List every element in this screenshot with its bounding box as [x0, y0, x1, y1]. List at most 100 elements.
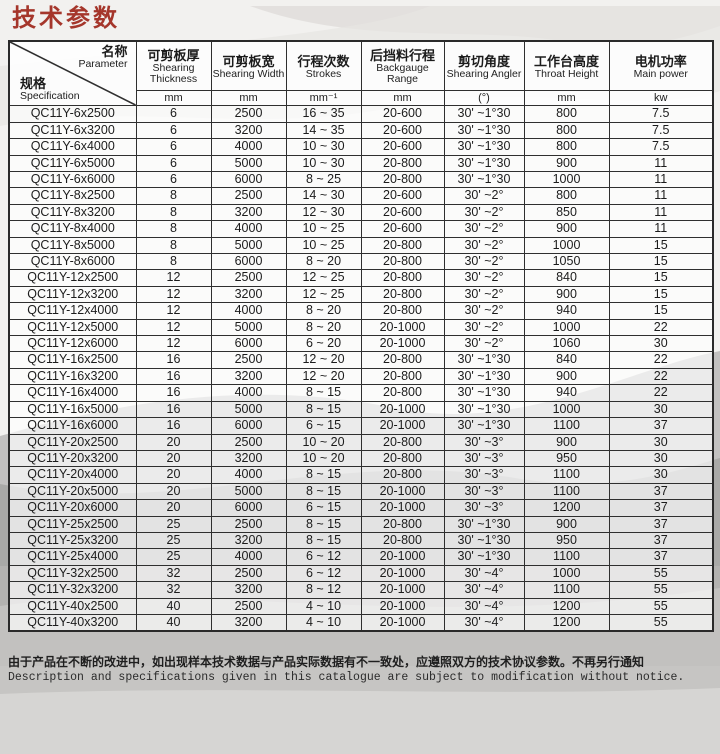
value-cell: 10 ~ 30 [285, 138, 362, 156]
table-row: QC11Y-12x2500 12 2500 12 ~ 25 20-800 30' ~2° 8… [8, 269, 714, 287]
table-row: QC11Y-8x4000 8 4000 10 ~ 25 20-600 30' ~2° 900… [8, 220, 714, 238]
model-cell: QC11Y-32x3200 [8, 581, 137, 599]
corner-cell: 名称 Parameter 规格 Specification [8, 40, 137, 107]
value-cell: 30' ~1°30 [443, 105, 525, 123]
corner-parameter-zh: 名称 [101, 44, 128, 60]
value-cell: 30' ~4° [443, 597, 525, 615]
value-cell: 940 [523, 384, 610, 402]
value-cell: 900 [523, 433, 610, 451]
value-cell: 2500 [210, 351, 287, 369]
column-header-en: Strokes [305, 67, 342, 80]
table-body: QC11Y-6x2500 6 2500 16 ~ 35 20-600 30' ~1°30 8… [8, 105, 714, 632]
column-header-zh: 可剪板厚 [147, 47, 200, 63]
value-cell: 1060 [523, 335, 610, 353]
value-cell: 8 [135, 203, 212, 222]
value-cell: 8 [135, 236, 212, 255]
column-header-zh: 电机功率 [634, 53, 687, 69]
column-header-zh: 行程次数 [297, 53, 350, 69]
footer-text-zh: 由于产品在不断的改进中，如出现样本技术数据与产品实际数据有不一致处，应遵照双方的… [8, 655, 645, 670]
value-cell: 30' ~4° [443, 564, 525, 583]
value-cell: 1000 [523, 171, 610, 189]
value-cell: 30' ~4° [443, 613, 525, 632]
value-cell: 30' ~2° [443, 236, 525, 255]
value-cell: 30' ~1°30 [443, 138, 525, 156]
table-row: QC11Y-8x2500 8 2500 14 ~ 30 20-600 30' ~2° 800… [8, 187, 714, 205]
model-cell: QC11Y-12x2500 [8, 269, 137, 287]
value-cell: 30' ~2° [443, 203, 525, 222]
value-cell: 20-800 [360, 253, 445, 271]
value-cell: 30' ~2° [443, 269, 525, 287]
value-cell: 30 [608, 433, 714, 451]
model-cell: QC11Y-12x6000 [8, 335, 137, 353]
value-cell: 30' ~2° [443, 187, 525, 205]
value-cell: 8 ~ 20 [285, 302, 362, 320]
value-cell: 20-800 [360, 531, 445, 550]
value-cell: 14 ~ 30 [285, 187, 362, 205]
value-cell: 4000 [210, 466, 287, 484]
unit-cell: mm [210, 90, 287, 107]
value-cell: 30' ~1°30 [443, 400, 525, 419]
value-cell: 16 [135, 417, 212, 435]
value-cell: 6000 [210, 253, 287, 271]
value-cell: 900 [523, 367, 610, 386]
value-cell: 16 ~ 35 [285, 105, 362, 123]
value-cell: 20-800 [360, 367, 445, 386]
value-cell: 20-1000 [360, 548, 445, 566]
value-cell: 20-800 [360, 285, 445, 304]
table-row: QC11Y-8x6000 8 6000 8 ~ 20 20-800 30' ~2° 1050… [8, 253, 714, 271]
table-row: QC11Y-16x4000 16 4000 8 ~ 15 20-800 30' ~1°30… [8, 384, 714, 402]
table-row: QC11Y-16x2500 16 2500 12 ~ 20 20-800 30' ~1°3… [8, 351, 714, 369]
value-cell: 900 [523, 154, 610, 173]
value-cell: 12 ~ 20 [285, 351, 362, 369]
value-cell: 7.5 [608, 121, 714, 140]
value-cell: 1100 [523, 466, 610, 484]
model-cell: QC11Y-20x2500 [8, 433, 137, 451]
value-cell: 12 ~ 30 [285, 203, 362, 222]
value-cell: 4 ~ 10 [285, 597, 362, 615]
value-cell: 2500 [210, 105, 287, 123]
table-row: QC11Y-20x5000 20 5000 8 ~ 15 20-1000 30' ~3° 1… [8, 482, 714, 501]
value-cell: 4000 [210, 384, 287, 402]
value-cell: 20-800 [360, 154, 445, 173]
model-cell: QC11Y-6x4000 [8, 138, 137, 156]
value-cell: 12 [135, 335, 212, 353]
value-cell: 2500 [210, 597, 287, 615]
footer-text-en: Description and specifications given in … [8, 671, 685, 685]
value-cell: 30' ~3° [443, 482, 525, 501]
model-cell: QC11Y-25x3200 [8, 531, 137, 550]
table-row: QC11Y-40x2500 40 2500 4 ~ 10 20-1000 30' ~4° 1… [8, 597, 714, 615]
table-row: QC11Y-20x4000 20 4000 8 ~ 15 20-800 30' ~3° 11… [8, 466, 714, 484]
value-cell: 1200 [523, 499, 610, 517]
table-row: QC11Y-8x5000 8 5000 10 ~ 25 20-800 30' ~2° 100… [8, 236, 714, 255]
model-cell: QC11Y-6x6000 [8, 171, 137, 189]
value-cell: 20-600 [360, 105, 445, 123]
value-cell: 6 ~ 12 [285, 548, 362, 566]
value-cell: 20-800 [360, 449, 445, 468]
value-cell: 32 [135, 564, 212, 583]
value-cell: 840 [523, 269, 610, 287]
table-row: QC11Y-32x2500 32 2500 6 ~ 12 20-1000 30' ~4° 1… [8, 564, 714, 583]
value-cell: 4000 [210, 138, 287, 156]
model-cell: QC11Y-12x5000 [8, 318, 137, 337]
value-cell: 20-1000 [360, 482, 445, 501]
value-cell: 30' ~1°30 [443, 367, 525, 386]
value-cell: 12 ~ 25 [285, 269, 362, 287]
value-cell: 15 [608, 302, 714, 320]
table-row: QC11Y-32x3200 32 3200 8 ~ 12 20-1000 30' ~4° 1… [8, 581, 714, 599]
value-cell: 2500 [210, 269, 287, 287]
unit-cell: kw [608, 90, 714, 107]
value-cell: 16 [135, 384, 212, 402]
value-cell: 22 [608, 384, 714, 402]
value-cell: 6 ~ 20 [285, 335, 362, 353]
column-header: 电机功率 Main power [608, 40, 714, 92]
table-row: QC11Y-12x4000 12 4000 8 ~ 20 20-800 30' ~2° 94… [8, 302, 714, 320]
value-cell: 2500 [210, 433, 287, 451]
unit-cell: mm [135, 90, 212, 107]
value-cell: 15 [608, 269, 714, 287]
value-cell: 6 ~ 12 [285, 564, 362, 583]
value-cell: 20-800 [360, 351, 445, 369]
value-cell: 900 [523, 285, 610, 304]
value-cell: 1100 [523, 482, 610, 501]
value-cell: 12 [135, 285, 212, 304]
value-cell: 40 [135, 613, 212, 632]
